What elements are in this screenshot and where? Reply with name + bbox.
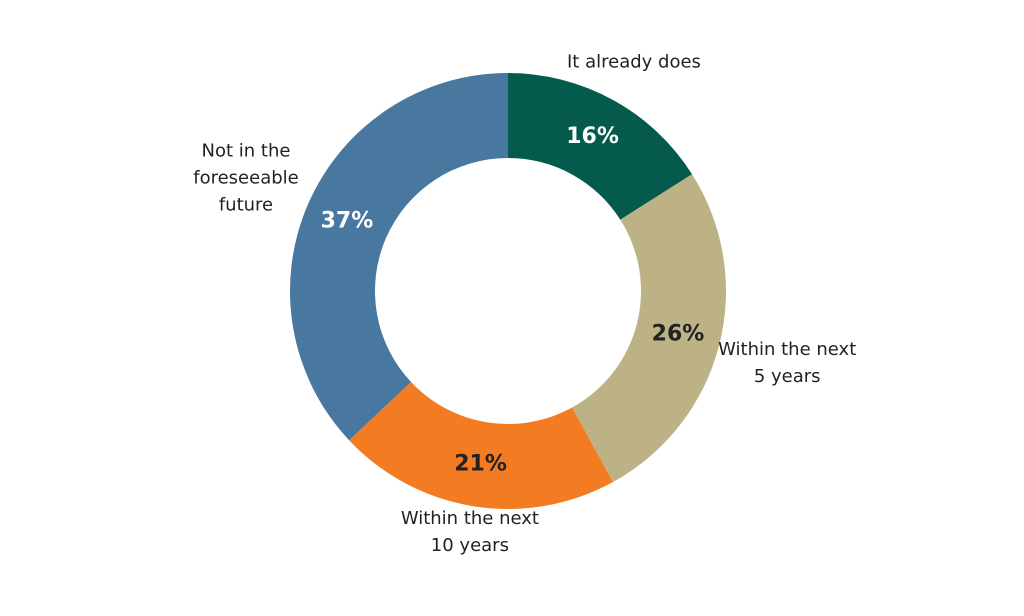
value-label: 37% bbox=[321, 208, 374, 233]
value-label: 21% bbox=[454, 451, 507, 476]
value-label: 26% bbox=[652, 322, 705, 347]
category-label: It already does bbox=[567, 51, 701, 73]
donut-slice bbox=[290, 73, 508, 441]
donut-slice bbox=[508, 73, 693, 220]
value-label: 16% bbox=[566, 124, 619, 149]
donut-slice bbox=[572, 174, 726, 483]
category-label: Not in the foreseeable future bbox=[193, 140, 299, 216]
category-label: Within the next 10 years bbox=[400, 507, 539, 556]
donut-slice bbox=[349, 382, 614, 509]
category-label: Within the next 5 years bbox=[718, 338, 857, 387]
